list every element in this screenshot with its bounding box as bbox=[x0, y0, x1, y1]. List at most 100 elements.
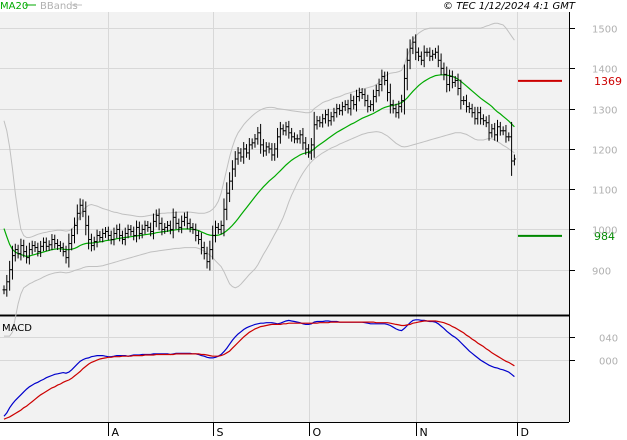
ohlc-bar bbox=[50, 234, 54, 251]
ohlc-bar bbox=[242, 142, 246, 164]
ohlc-bar bbox=[208, 240, 212, 271]
macd-tick-label: 040 bbox=[599, 334, 618, 345]
ohlc-bar bbox=[315, 115, 319, 130]
price-tick-label: 900 bbox=[592, 267, 611, 278]
ohlc-bar bbox=[295, 134, 299, 144]
ohlc-bar bbox=[8, 260, 12, 291]
macd-tick-label: 000 bbox=[599, 357, 618, 368]
ohlc-bar bbox=[355, 89, 358, 112]
ohlc-bar bbox=[16, 244, 20, 259]
ohlc-bar bbox=[230, 160, 234, 190]
ohlc-bar bbox=[290, 127, 294, 142]
ohlc-bar bbox=[33, 241, 37, 252]
ohlc-bar bbox=[228, 172, 232, 203]
ohlc-bar bbox=[151, 213, 155, 240]
ohlc-bar bbox=[109, 230, 113, 245]
ohlc-bar bbox=[281, 124, 285, 136]
ohlc-bar bbox=[357, 87, 361, 102]
ohlc-bar bbox=[318, 116, 322, 128]
bbands-lower-line bbox=[4, 131, 515, 337]
ohlc-bar bbox=[371, 89, 375, 112]
macd-panel-bg bbox=[0, 317, 569, 422]
ohlc-bar bbox=[267, 142, 271, 154]
ohlc-bar bbox=[185, 211, 189, 230]
ohlc-bar bbox=[216, 222, 220, 234]
ohlc-bar bbox=[202, 241, 206, 260]
ohlc-bar bbox=[250, 138, 254, 150]
ohlc-bar bbox=[439, 53, 443, 76]
ohlc-bar bbox=[135, 220, 139, 243]
ohlc-bar bbox=[98, 231, 102, 242]
ohlc-bar bbox=[106, 226, 110, 241]
ohlc-bar bbox=[19, 238, 23, 261]
ohlc-bar bbox=[284, 121, 288, 136]
ohlc-bar bbox=[484, 116, 488, 128]
ohlc-bar bbox=[123, 227, 127, 246]
ohlc-bar bbox=[75, 204, 79, 235]
ohlc-bar bbox=[380, 69, 384, 92]
ohlc-bar bbox=[58, 241, 62, 252]
price-tick-label: 1200 bbox=[592, 146, 617, 157]
ohlc-bar bbox=[445, 66, 449, 93]
ohlc-bar bbox=[70, 228, 74, 251]
ohlc-bar bbox=[335, 103, 339, 118]
ohlc-bar bbox=[104, 227, 108, 238]
ohlc-bar bbox=[30, 240, 34, 255]
ohlc-bar bbox=[273, 143, 277, 161]
resistance-label: 1369 bbox=[594, 75, 622, 88]
ohlc-bar bbox=[504, 124, 508, 143]
ohlc-bar bbox=[360, 88, 364, 99]
ohlc-bar bbox=[349, 93, 353, 116]
macd-title: MACD bbox=[2, 323, 32, 334]
signal-series-line bbox=[3, 320, 515, 420]
ohlc-bar bbox=[467, 102, 471, 114]
ohlc-bar bbox=[259, 123, 263, 154]
price-axis-labels: 900 1000 1100 1200 1300 1400 1500 bbox=[569, 25, 617, 278]
ohlc-bar bbox=[39, 240, 43, 258]
ohlc-bar bbox=[425, 47, 429, 57]
ohlc-bar bbox=[239, 148, 243, 162]
ohlc-bar bbox=[177, 218, 181, 233]
ohlc-bar bbox=[352, 95, 356, 110]
ohlc-bar bbox=[163, 222, 167, 234]
ohlc-bar bbox=[126, 224, 130, 239]
ohlc-bar bbox=[326, 108, 330, 127]
ohlc-bar bbox=[292, 132, 296, 144]
ohlc-bar bbox=[157, 208, 161, 231]
ohlc-bar bbox=[473, 106, 477, 125]
ohlc-bar bbox=[191, 222, 195, 234]
ohlc-bar bbox=[225, 182, 229, 221]
ohlc-bar bbox=[462, 96, 466, 106]
price-tick-label: 1500 bbox=[592, 25, 617, 36]
ohlc-bar bbox=[261, 139, 265, 157]
ohlc-bar bbox=[233, 151, 237, 177]
month-label: S bbox=[217, 426, 224, 439]
legend-ma20: MA20 bbox=[0, 1, 28, 12]
bbands-upper-line bbox=[3, 22, 515, 238]
ohlc-bar bbox=[120, 230, 124, 245]
ohlc-bar bbox=[214, 220, 217, 243]
ohlc-bar bbox=[510, 121, 514, 176]
ohlc-bar bbox=[166, 220, 170, 232]
level-lines: 1369 984 bbox=[518, 75, 622, 243]
ohlc-bar bbox=[369, 100, 373, 112]
ohlc-bar bbox=[194, 223, 198, 242]
ohlc-bar bbox=[346, 99, 350, 114]
month-label: O bbox=[313, 426, 322, 439]
ohlc-bar bbox=[301, 127, 305, 150]
ohlc-bar bbox=[496, 119, 499, 142]
ohlc-bar bbox=[140, 224, 144, 239]
ohlc-bar bbox=[428, 47, 432, 62]
ohlc-bar bbox=[182, 212, 186, 227]
ohlc-bar bbox=[25, 245, 29, 264]
ohlc-bar bbox=[459, 79, 463, 110]
ohlc-bar bbox=[245, 144, 249, 158]
ohlc-bar bbox=[5, 274, 9, 297]
ohlc-bar bbox=[270, 143, 274, 161]
price-tick-label: 1100 bbox=[592, 186, 617, 197]
ohlc-bar bbox=[160, 217, 164, 236]
ohlc-bar bbox=[377, 78, 381, 97]
ohlc-bar bbox=[180, 215, 184, 234]
ohlc-bar bbox=[211, 225, 215, 260]
ohlc-bar bbox=[143, 220, 147, 235]
